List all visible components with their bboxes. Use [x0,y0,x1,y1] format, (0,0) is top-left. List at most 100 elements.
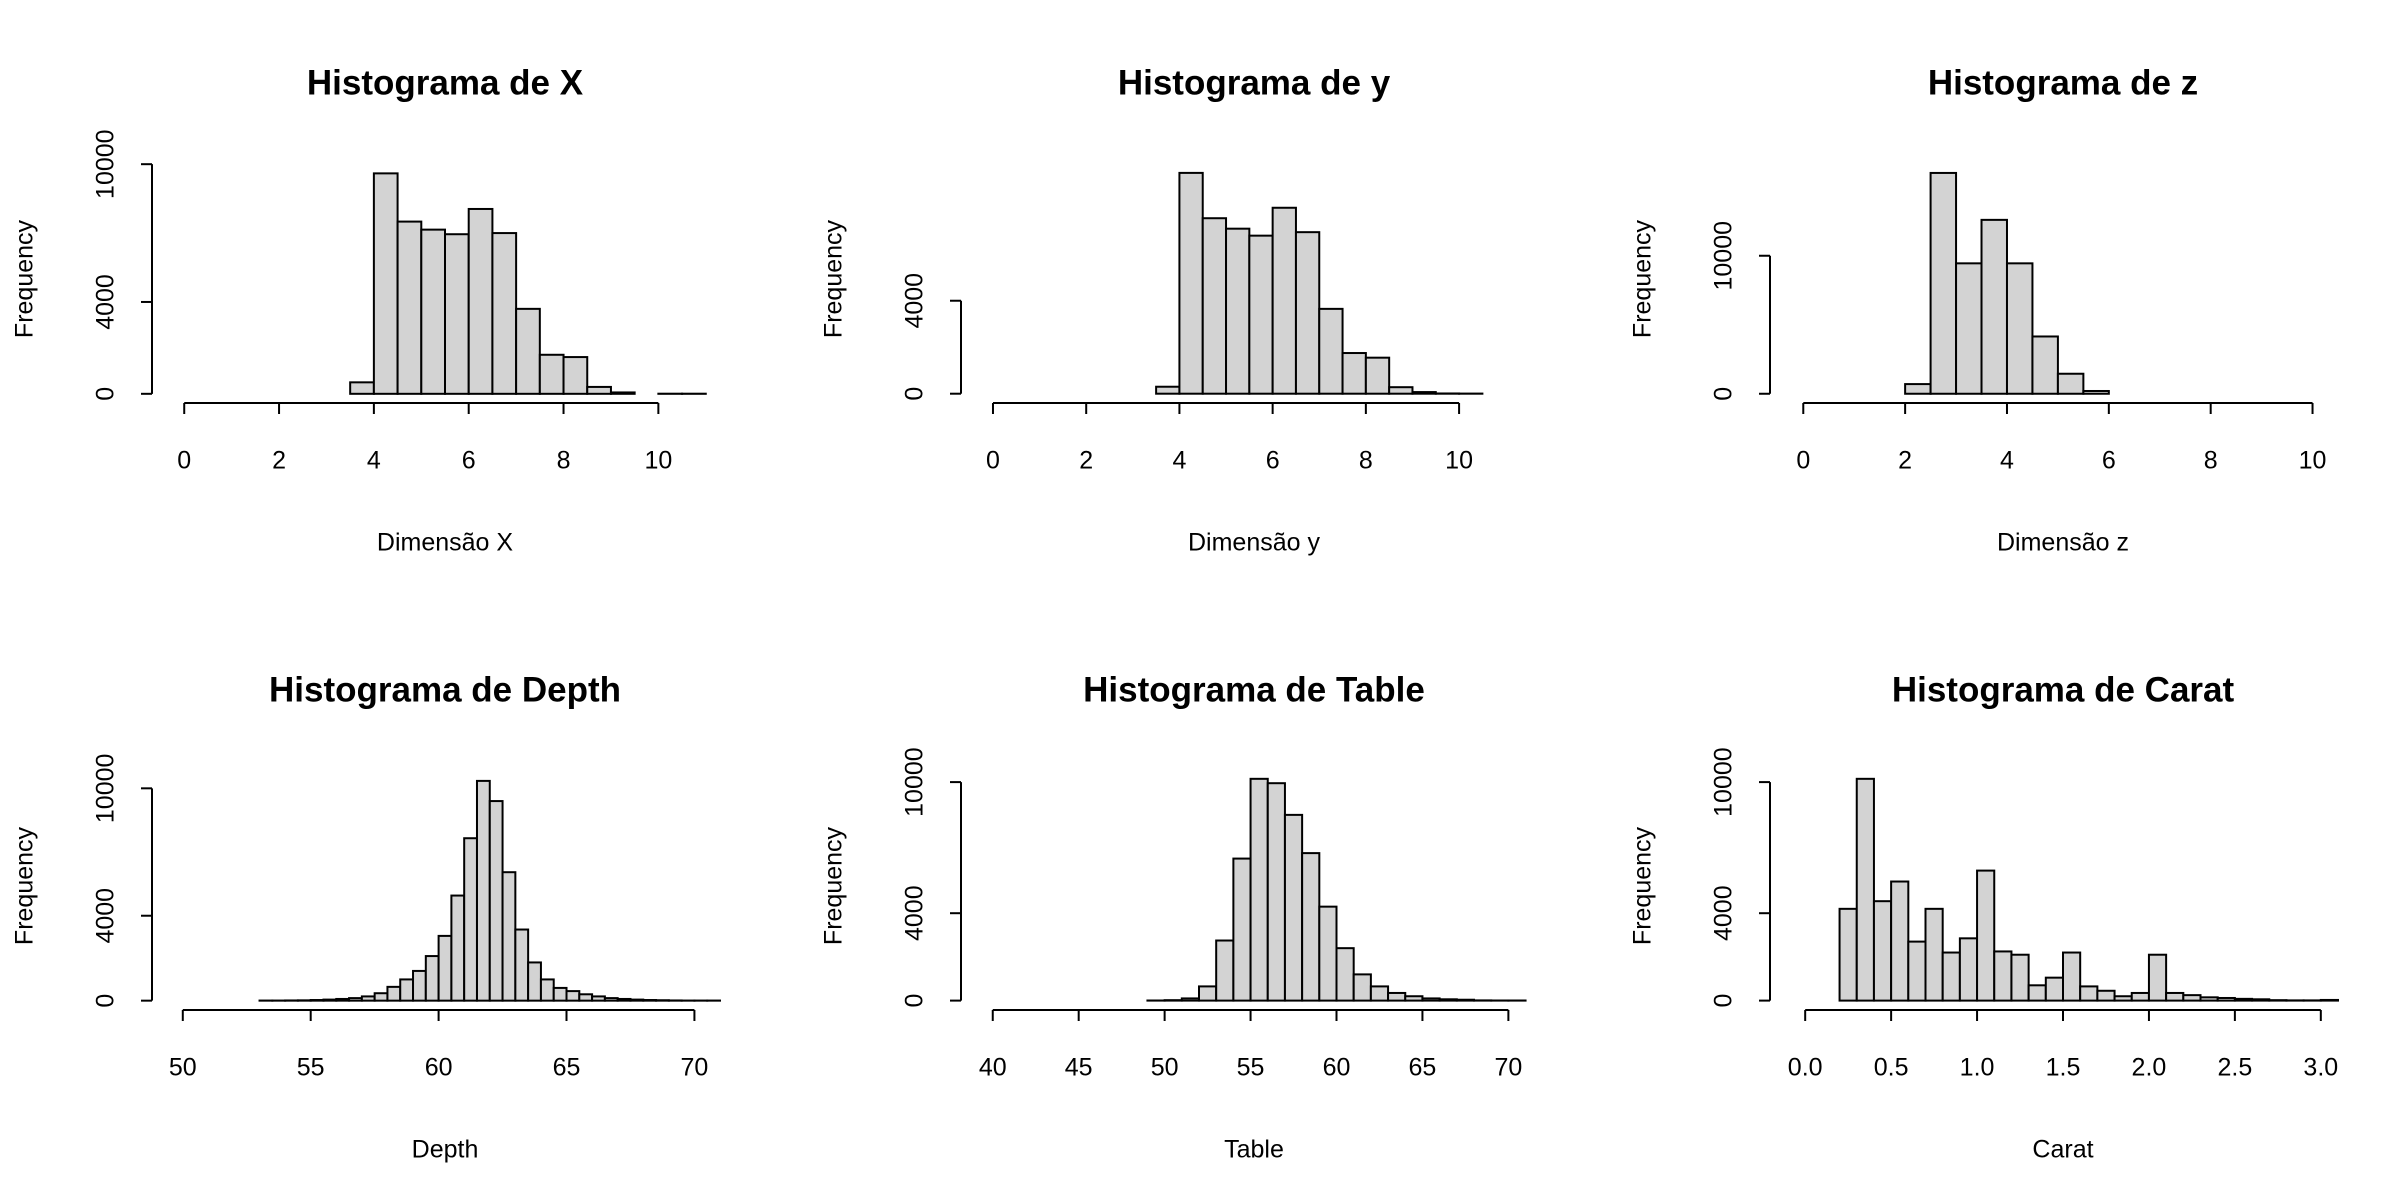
histogram-bar [586,385,612,395]
histogram-bar [1980,218,2008,395]
x-tick-label: 0 [177,447,191,475]
x-axis-title: Carat [2032,1136,2093,1164]
histogram-bar [2010,953,2030,1002]
x-tick-label: 50 [169,1054,197,1082]
x-tick-label: 1.5 [2046,1054,2081,1082]
histogram-bar [616,997,632,1002]
histogram-bar [603,997,619,1002]
histogram-bar [578,993,594,1002]
x-tick-label: 60 [1323,1054,1351,1082]
y-tick-label: 4000 [92,274,120,330]
y-axis-title: Frequency [820,219,848,338]
x-tick-label: 65 [1409,1054,1437,1082]
histogram-bar [1248,234,1274,395]
histogram-bar [1838,907,1858,1002]
histogram-bar [1364,356,1391,395]
histogram-bar [1369,985,1390,1002]
histogram-bar [1388,386,1414,395]
y-tick-label: 4000 [901,885,929,941]
histogram-bar [1225,227,1251,395]
histogram-bar [322,998,338,1002]
histogram-bar [1872,900,1893,1002]
histogram-bar [1404,995,1424,1002]
chart-title: Histograma de z [1928,63,2198,102]
histogram-bar [1955,262,1983,395]
histogram-bar [1271,206,1297,395]
histogram-bar [412,969,427,1002]
histogram-bar [372,172,399,395]
y-tick-label: 0 [92,994,120,1008]
x-tick-label: 0 [1796,447,1810,475]
x-tick-label: 45 [1065,1054,1093,1082]
histogram-bar [1929,171,1958,395]
x-tick-label: 65 [553,1054,581,1082]
histogram-bar [552,986,568,1002]
histogram-bar [1178,171,1204,395]
histogram-bar [562,356,589,395]
histogram-bar [450,894,466,1002]
histogram-bar [1455,998,1475,1002]
histogram-bar [527,961,542,1002]
x-axis-title: Table [1224,1136,1284,1164]
x-tick-label: 10 [1445,447,1473,475]
x-tick-label: 0.0 [1788,1054,1823,1082]
x-tick-label: 4 [2000,447,2014,475]
x-tick-label: 2.5 [2217,1054,2252,1082]
x-tick-label: 6 [1266,447,1280,475]
x-tick-label: 40 [979,1054,1007,1082]
histogram-bar [444,233,470,395]
x-tick-label: 50 [1151,1054,1179,1082]
histogram-bar [1958,937,1979,1002]
x-tick-label: 6 [2102,447,2116,475]
histogram-bar [386,985,402,1002]
histogram-bar [1155,385,1181,395]
x-tick-label: 8 [557,447,571,475]
x-tick-label: 2 [1079,447,1093,475]
histogram-bar [396,220,423,395]
histogram-bar [539,978,555,1002]
y-tick-label: 10000 [901,747,929,817]
y-tick-label: 10000 [92,129,120,199]
x-tick-label: 6 [462,447,476,475]
histogram-bar [1941,951,1961,1002]
histogram-bar [348,997,363,1002]
histogram-bar [629,998,645,1002]
x-tick-label: 8 [2204,447,2218,475]
y-tick-label: 4000 [92,888,120,944]
chart-title: Histograma de Carat [1892,670,2235,709]
histogram-bar [1318,905,1338,1002]
histogram-bar [1904,383,1932,395]
y-axis-title: Frequency [820,826,848,945]
histogram-bar [2130,991,2150,1002]
histogram-bar [2147,953,2168,1002]
x-tick-label: 0 [986,447,1000,475]
x-tick-label: 55 [1237,1054,1265,1082]
histogram-bar [2082,389,2110,395]
histogram-bar [2233,997,2254,1002]
histogram-bar [1283,813,1304,1002]
histogram-bar [1249,777,1269,1002]
histogram-bar [2005,262,2034,395]
histogram-bar [2096,989,2116,1002]
histogram-bar [463,837,478,1002]
histogram-bar [609,391,636,395]
histogram-bar [2079,985,2099,1002]
histogram-bar [335,997,351,1002]
histogram-bar [475,779,491,1002]
histogram-bar [2199,996,2219,1002]
x-tick-label: 55 [297,1054,325,1082]
histogram-bar [1335,947,1355,1002]
histogram-bar [1232,857,1252,1002]
y-tick-label: 4000 [901,273,929,329]
x-tick-label: 8 [1359,447,1373,475]
y-tick-label: 10000 [1710,747,1738,817]
histogram-bar [2044,976,2064,1002]
histogram-bar [2319,998,2339,1002]
histogram-bar [2113,995,2133,1002]
histogram-bar [424,955,440,1002]
histogram-bar [1976,869,1996,1002]
histogram-bar [467,207,494,395]
x-axis-title: Dimensão z [1997,529,2129,557]
histogram-bar [1890,880,1910,1002]
x-axis-title: Dimensão y [1188,529,1320,557]
